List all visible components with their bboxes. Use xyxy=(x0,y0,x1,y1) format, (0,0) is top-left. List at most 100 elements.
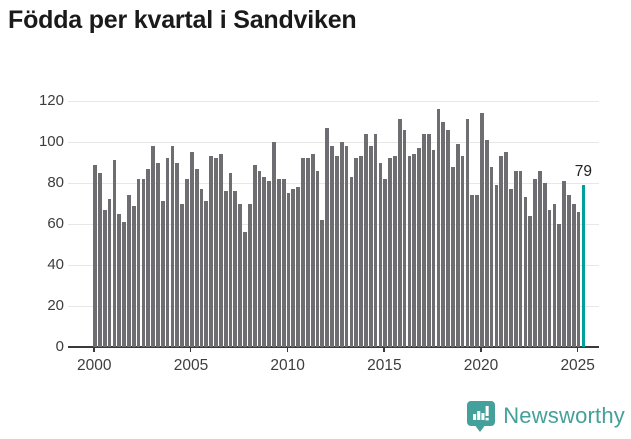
bar-quarter xyxy=(252,164,257,347)
chart-plot-area xyxy=(68,101,599,348)
x-tick-2015 xyxy=(383,348,385,352)
bar-quarter xyxy=(243,232,247,347)
bar-quarter xyxy=(281,178,286,347)
bar-quarter xyxy=(475,195,479,347)
bar-quarter xyxy=(489,166,494,347)
bar-quarter xyxy=(571,203,576,347)
bar-quarter xyxy=(576,211,581,347)
bar-quarter xyxy=(373,133,378,347)
y-axis-label-40: 40 xyxy=(47,256,64,273)
bar-quarter xyxy=(426,133,431,347)
bar-quarter xyxy=(276,178,281,347)
bar-quarter xyxy=(93,164,97,347)
bar-quarter xyxy=(136,178,141,347)
bar-latest-quarter xyxy=(581,185,586,347)
bar-quarter xyxy=(170,146,175,347)
bar-quarter xyxy=(494,185,499,347)
bar-quarter xyxy=(310,154,315,347)
bar-quarter xyxy=(194,168,199,347)
x-axis-label-2025: 2025 xyxy=(560,357,595,374)
bar-quarter xyxy=(480,113,484,347)
bar-quarter xyxy=(257,170,262,347)
y-axis-label-100: 100 xyxy=(38,133,64,150)
x-axis-label-2015: 2015 xyxy=(367,357,402,374)
bar-quarter xyxy=(141,178,146,347)
bar-quarter xyxy=(422,133,426,347)
y-axis-label-20: 20 xyxy=(47,297,64,314)
bar-quarter xyxy=(107,199,112,347)
x-axis-label-2005: 2005 xyxy=(173,357,209,374)
gridline-100 xyxy=(68,142,599,143)
bar-quarter xyxy=(451,166,455,347)
bar-quarter xyxy=(146,168,151,347)
bar-quarter xyxy=(214,158,218,347)
bar-quarter xyxy=(567,195,571,347)
bar-quarter xyxy=(402,129,407,347)
x-axis-label-2000: 2000 xyxy=(77,357,112,374)
x-axis-label-2020: 2020 xyxy=(463,357,499,374)
x-axis-label-2010: 2010 xyxy=(270,357,305,374)
bar-quarter xyxy=(228,172,233,347)
bar-quarter xyxy=(460,156,465,347)
bar-quarter xyxy=(470,195,475,347)
bar-quarter xyxy=(204,201,209,347)
bar-quarter xyxy=(354,158,359,347)
last-value-label: 79 xyxy=(574,163,592,181)
bar-chart-speech-bubble-icon xyxy=(466,400,496,432)
bar-quarter xyxy=(305,158,310,347)
bar-quarter xyxy=(431,150,436,347)
bar-quarter xyxy=(117,213,122,347)
y-axis-label-120: 120 xyxy=(38,92,64,109)
bar-quarter xyxy=(523,197,528,347)
bar-quarter xyxy=(504,152,508,347)
bar-quarter xyxy=(562,180,566,347)
bar-quarter xyxy=(393,156,397,347)
bar-quarter xyxy=(436,109,441,347)
bar-quarter xyxy=(233,191,238,347)
bar-quarter xyxy=(151,146,155,347)
bar-quarter xyxy=(335,156,339,347)
bar-quarter xyxy=(499,156,504,347)
page-title: Födda per kvartal i Sandviken xyxy=(8,6,357,34)
bar-quarter xyxy=(112,160,117,347)
bar-quarter xyxy=(547,209,552,347)
bar-quarter xyxy=(528,215,533,347)
bar-quarter xyxy=(407,156,412,347)
bar-quarter xyxy=(441,121,446,347)
x-tick-2020 xyxy=(480,348,482,352)
bar-quarter xyxy=(131,205,136,347)
bar-quarter xyxy=(296,187,300,347)
bar-quarter xyxy=(359,156,363,347)
bar-quarter xyxy=(247,203,252,347)
bar-quarter xyxy=(344,146,349,347)
bar-quarter xyxy=(557,224,562,347)
y-axis-label-0: 0 xyxy=(55,338,64,355)
bar-quarter xyxy=(160,201,165,347)
bar-quarter xyxy=(509,189,513,347)
bar-quarter xyxy=(286,193,291,347)
gridline-120 xyxy=(68,101,599,102)
bar-quarter xyxy=(180,203,184,347)
bar-quarter xyxy=(98,172,102,347)
bar-quarter xyxy=(209,156,213,347)
bar-quarter xyxy=(175,162,180,347)
bar-quarter xyxy=(364,133,368,347)
bar-quarter xyxy=(238,203,242,347)
bar-quarter xyxy=(465,119,470,347)
bar-quarter xyxy=(455,144,460,347)
bar-quarter xyxy=(156,162,160,347)
bar-quarter xyxy=(383,178,388,347)
bar-quarter xyxy=(185,178,189,347)
bar-quarter xyxy=(518,170,523,347)
bar-quarter xyxy=(330,146,334,347)
bar-quarter xyxy=(189,152,194,347)
bar-quarter xyxy=(378,162,383,347)
bar-quarter xyxy=(368,146,373,347)
bar-quarter xyxy=(315,170,320,347)
bar-quarter xyxy=(165,158,170,347)
bar-quarter xyxy=(484,139,489,347)
x-tick-2000 xyxy=(93,348,95,352)
x-axis-line xyxy=(68,346,599,348)
newsworthy-logo[interactable]: Newsworthy xyxy=(466,400,625,432)
bar-quarter xyxy=(397,119,402,347)
